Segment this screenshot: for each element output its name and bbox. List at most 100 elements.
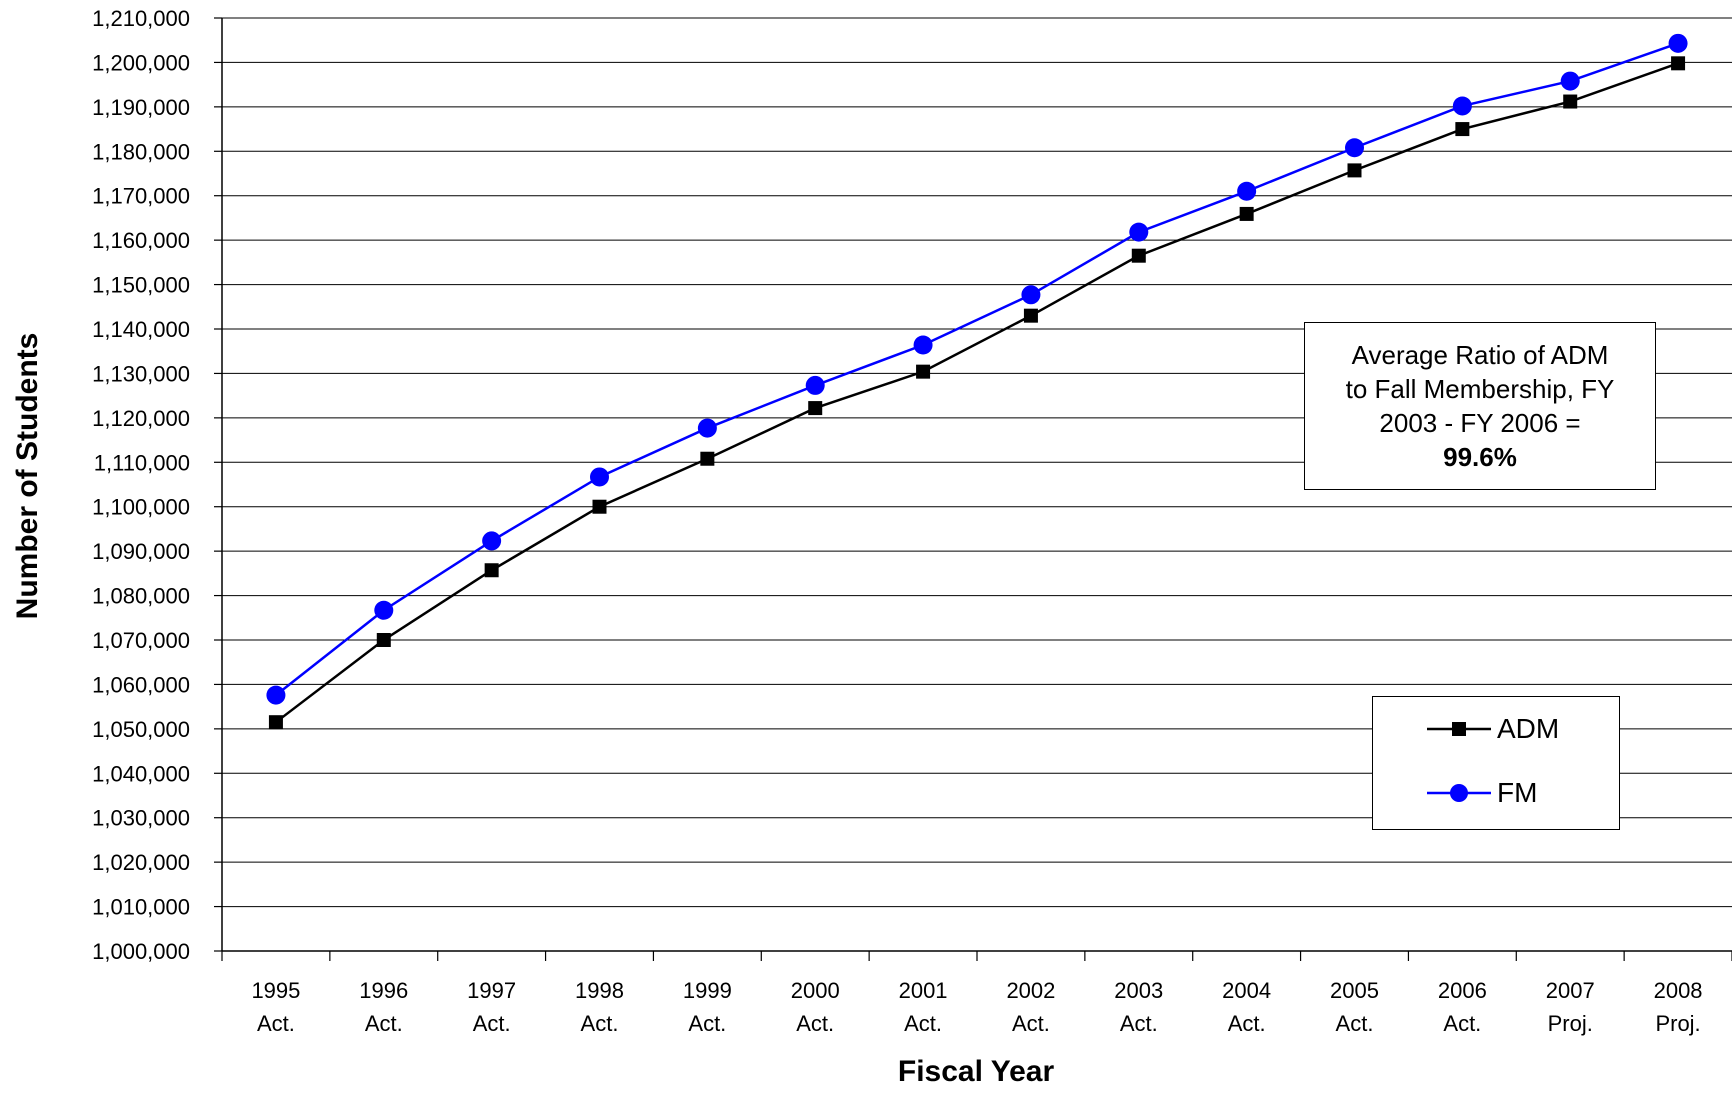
y-tick-label: 1,080,000 <box>92 584 190 609</box>
data-point-adm <box>1671 56 1686 71</box>
annotation-box: Average Ratio of ADM to Fall Membership,… <box>1304 322 1656 490</box>
y-tick-label: 1,030,000 <box>92 806 190 831</box>
data-point-adm <box>1347 163 1362 178</box>
x-axis-tick-labels: 1995 Act. 1996 Act. 1997 Act. 1998 Act. 1999 Act.… <box>251 978 1702 1036</box>
data-point-fm <box>1668 33 1688 53</box>
y-tick-label: 1,180,000 <box>92 139 190 164</box>
legend-item-adm: ADM <box>1427 709 1559 749</box>
y-tick-label: 1,010,000 <box>92 895 190 920</box>
data-point-fm <box>1129 222 1149 242</box>
x-tick-label-year: 1998 <box>575 978 624 1003</box>
y-tick-label: 1,200,000 <box>92 50 190 75</box>
y-tick-label: 1,210,000 <box>92 6 190 31</box>
y-tick-label: 1,130,000 <box>92 361 190 386</box>
x-tick-label-year: 1995 <box>251 978 300 1003</box>
data-point-adm <box>1455 122 1470 137</box>
annotation-value: 99.6% <box>1443 442 1517 472</box>
annotation-line-1: Average Ratio of ADM <box>1351 340 1609 370</box>
data-point-fm <box>697 418 717 438</box>
x-tick-label-year: 2001 <box>899 978 948 1003</box>
data-point-adm <box>1239 206 1254 221</box>
data-point-adm <box>1131 248 1146 263</box>
annotation-line-2: to Fall Membership, FY <box>1345 374 1615 404</box>
data-point-adm <box>808 401 823 416</box>
data-point-fm <box>913 335 933 355</box>
annotation-line-3: 2003 - FY 2006 = <box>1379 408 1581 438</box>
x-tick-label-year: 1996 <box>359 978 408 1003</box>
y-tick-label: 1,150,000 <box>92 273 190 298</box>
x-tick-label-year: 1999 <box>683 978 732 1003</box>
y-tick-label: 1,100,000 <box>92 495 190 520</box>
x-tick-label-status: Act. <box>688 1011 726 1036</box>
x-tick-label-year: 2008 <box>1654 978 1703 1003</box>
x-tick-label-year: 2003 <box>1114 978 1163 1003</box>
y-tick-label: 1,110,000 <box>94 450 190 475</box>
x-tick-label-status: Act. <box>796 1011 834 1036</box>
data-point-adm <box>376 633 391 647</box>
data-point-fm <box>1345 138 1364 158</box>
y-tick-label: 1,190,000 <box>92 95 190 120</box>
data-point-fm <box>590 467 609 487</box>
x-tick-label-year: 2006 <box>1438 978 1487 1003</box>
data-point-fm <box>1237 181 1257 201</box>
data-point-adm <box>268 715 283 730</box>
y-tick-label: 1,120,000 <box>92 406 190 431</box>
x-tick-label-status: Act. <box>1336 1011 1374 1036</box>
data-point-fm <box>266 685 286 705</box>
y-tick-label: 1,070,000 <box>92 628 190 653</box>
data-point-fm <box>374 600 394 620</box>
x-tick-label-status: Proj. <box>1655 1011 1700 1036</box>
x-tick-label-status: Act. <box>1120 1011 1158 1036</box>
y-tick-label: 1,020,000 <box>92 850 190 875</box>
series-markers <box>266 33 1688 730</box>
x-axis-title: Fiscal Year <box>898 1055 1055 1088</box>
data-point-adm <box>700 451 715 466</box>
x-tick-label-status: Act. <box>1443 1011 1481 1036</box>
x-tick-label-status: Act. <box>473 1011 511 1036</box>
y-tick-label: 1,170,000 <box>92 184 190 209</box>
data-point-adm <box>1563 94 1578 109</box>
data-point-adm <box>592 499 607 514</box>
x-tick-label-year: 2000 <box>791 978 840 1003</box>
x-tick-label-year: 2002 <box>1006 978 1055 1003</box>
data-point-adm <box>916 364 931 379</box>
y-tick-label: 1,090,000 <box>92 539 190 564</box>
series-lines <box>275 42 1679 724</box>
data-point-fm <box>1560 71 1580 91</box>
x-tick-label-status: Proj. <box>1548 1011 1593 1036</box>
x-tick-label-status: Act. <box>1228 1011 1266 1036</box>
y-axis-title: Number of Students <box>11 333 44 620</box>
legend-item-fm: FM <box>1427 773 1537 813</box>
data-point-fm <box>482 531 502 551</box>
series-line-fm <box>275 42 1679 697</box>
x-tick-label-status: Act. <box>1012 1011 1050 1036</box>
data-point-adm <box>1023 308 1038 323</box>
legend-fm-swatch <box>1427 784 1491 802</box>
data-point-fm <box>1021 285 1041 305</box>
y-tick-label: 1,040,000 <box>92 761 190 786</box>
legend: ADM FM <box>1372 696 1620 830</box>
y-axis-tick-labels: 1,000,000 1,010,000 1,020,000 1,030,000 1,04… <box>92 6 190 964</box>
x-tick-label-year: 2005 <box>1330 978 1379 1003</box>
x-tick-label-year: 2007 <box>1546 978 1595 1003</box>
legend-fm-label: FM <box>1497 777 1538 808</box>
x-tick-label-status: Act. <box>257 1011 295 1036</box>
y-tick-label: 1,000,000 <box>92 939 190 964</box>
axes <box>214 17 1732 961</box>
y-tick-label: 1,140,000 <box>92 317 190 342</box>
y-tick-label: 1,050,000 <box>92 717 190 742</box>
legend-adm-swatch <box>1427 722 1491 736</box>
data-point-adm <box>484 563 499 578</box>
y-tick-label: 1,160,000 <box>92 228 190 253</box>
x-tick-label-status: Act. <box>581 1011 619 1036</box>
x-tick-label-status: Act. <box>365 1011 403 1036</box>
x-tick-label-year: 2004 <box>1222 978 1271 1003</box>
x-tick-label-year: 1997 <box>467 978 516 1003</box>
series-line-adm <box>275 62 1679 724</box>
legend-adm-label: ADM <box>1497 713 1560 744</box>
data-point-fm <box>1452 96 1472 116</box>
y-tick-label: 1,060,000 <box>92 672 190 697</box>
x-tick-label-status: Act. <box>904 1011 942 1036</box>
data-point-fm <box>805 375 825 395</box>
